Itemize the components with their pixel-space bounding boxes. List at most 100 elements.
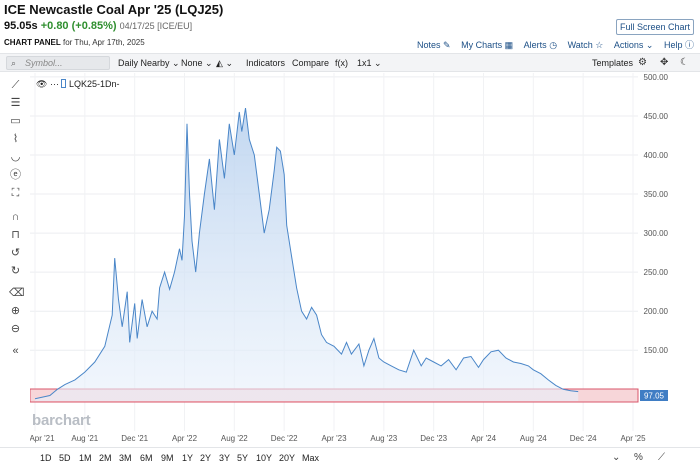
settings-gear-icon[interactable]: ⚙ — [638, 57, 647, 68]
chart-type-dropdown[interactable]: ◭ ⌄ — [216, 58, 233, 69]
redo-icon[interactable]: ↻ — [10, 265, 21, 277]
fib-tool-icon[interactable]: ☰ — [10, 97, 21, 109]
range-1d-button[interactable]: 1D — [40, 453, 52, 463]
scale-settings-icon[interactable]: ⟋ — [658, 452, 665, 463]
line-tool-icon[interactable]: ⟋ — [11, 79, 20, 91]
clock-icon: ◷ — [549, 40, 558, 50]
mountain-chart-icon: ◭ — [216, 58, 223, 68]
legend-color-swatch — [61, 79, 67, 88]
chevron-down-icon: ⌄ — [645, 40, 654, 50]
x-tick-label: Dec '24 — [570, 434, 597, 443]
overlay-dropdown[interactable]: None ⌄ — [181, 58, 213, 69]
help-icon: ⓘ — [684, 40, 694, 50]
date-range-chevron-icon[interactable]: ⌄ — [612, 452, 621, 463]
range-10y-button[interactable]: 10Y — [256, 453, 273, 463]
expand-icon[interactable]: ✥ — [660, 57, 669, 68]
watch-label: Watch — [567, 40, 593, 50]
templates-button[interactable]: Templates — [592, 58, 634, 68]
more-icon[interactable]: ··· — [49, 79, 59, 89]
full-screen-chart-button[interactable]: Full Screen Chart — [615, 19, 694, 35]
x-tick-label: Dec '23 — [420, 434, 447, 443]
range-bar: 1D 5D 1M 2M 3M 6M 9M 1Y 2Y 3Y 5Y 10Y 20Y… — [0, 447, 700, 472]
rectangle-tool-icon[interactable]: ▭ — [10, 115, 21, 127]
my-charts-link[interactable]: My Charts ▦ — [461, 40, 513, 50]
help-label: Help — [663, 40, 683, 50]
chevron-down-icon: ⌄ — [225, 58, 233, 68]
trash-icon[interactable]: ⌫ — [9, 287, 25, 299]
legend-interval: -1Dn- — [97, 79, 120, 89]
y-tick-label: 400.00 — [644, 151, 669, 160]
chart-legend: 👁 ··· LQK25-1Dn- — [36, 79, 120, 90]
percent-scale-icon[interactable]: % — [634, 452, 643, 463]
x-tick-label: Apr '25 — [620, 434, 646, 443]
last-price: 95.05s — [4, 20, 38, 32]
magnet-icon-2[interactable]: ∩ — [11, 211, 20, 223]
x-tick-label: Dec '21 — [121, 434, 148, 443]
range-9m-button[interactable]: 9M — [161, 453, 174, 463]
text-tool-icon[interactable]: ⓔ — [10, 169, 21, 181]
chart-panel-title: CHART PANEL — [4, 38, 61, 47]
legend-symbol: LQK25 — [68, 79, 98, 89]
y-tick-label: 200.00 — [644, 307, 669, 316]
range-2m-button[interactable]: 2M — [99, 453, 112, 463]
compare-button[interactable]: Compare — [292, 58, 330, 68]
panel-links: Notes ✎ My Charts ▦ Alerts ◷ Watch ☆ Act… — [409, 38, 694, 51]
symbol-placeholder: Symbol... — [25, 58, 63, 68]
notes-label: Notes — [417, 40, 441, 50]
alerts-link[interactable]: Alerts ◷ — [524, 40, 557, 50]
actions-link[interactable]: Actions ⌄ — [614, 40, 654, 50]
function-button[interactable]: f(x) — [335, 58, 348, 68]
layout-label: 1x1 — [357, 58, 372, 68]
range-3m-button[interactable]: 3M — [119, 453, 132, 463]
y-tick-label: 300.00 — [644, 229, 669, 238]
x-tick-label: Apr '24 — [471, 434, 497, 443]
eye-icon[interactable]: 👁 — [36, 79, 48, 89]
search-icon: ⌕ — [11, 58, 17, 68]
last-price-badge-text: 97.05 — [644, 392, 665, 401]
price-meta: 04/17/25 [ICE/EU] — [119, 21, 193, 31]
actions-label: Actions — [613, 40, 644, 50]
period-label: Daily Nearby — [118, 58, 170, 68]
notes-link[interactable]: Notes ✎ — [417, 40, 451, 50]
theme-moon-icon[interactable]: ☾ — [680, 57, 689, 68]
price-chart[interactable]: 150.00 200.00 250.00 300.00 350.00 400.00 450.… — [30, 73, 670, 445]
x-tick-label: Dec '22 — [271, 434, 298, 443]
price-series-line — [34, 108, 579, 400]
lock-icon[interactable]: ⊓ — [11, 229, 20, 241]
range-3y-button[interactable]: 3Y — [219, 453, 231, 463]
range-5y-button[interactable]: 5Y — [237, 453, 249, 463]
undo-icon[interactable]: ↺ — [10, 247, 21, 259]
range-1y-button[interactable]: 1Y — [182, 453, 194, 463]
page-title: ICE Newcastle Coal Apr '25 (LQJ25) — [4, 2, 224, 17]
range-max-button[interactable]: Max — [302, 453, 320, 463]
zoom-out-icon[interactable]: ⊖ — [10, 323, 21, 335]
range-5d-button[interactable]: 5D — [59, 453, 71, 463]
help-link[interactable]: Help ⓘ — [664, 40, 694, 50]
price-change: +0.80 (+0.85%) — [40, 20, 117, 32]
x-tick-label: Apr '21 — [30, 434, 55, 443]
last-price-badge — [640, 390, 668, 401]
indicators-button[interactable]: Indicators — [246, 58, 286, 68]
drawing-tools-sidebar: ⟋ ☰ ▭ ⌇ ◡ ⓔ ⛶ ∩ ⊓ ↺ ↻ ⌫ ⊕ ⊖ « — [0, 73, 30, 445]
collapse-icon[interactable]: « — [12, 345, 19, 357]
x-tick-label: Aug '23 — [370, 434, 397, 443]
range-1m-button[interactable]: 1M — [79, 453, 92, 463]
chevron-down-icon: ⌄ — [374, 58, 382, 68]
brush-tool-icon[interactable]: ⌇ — [12, 133, 19, 145]
range-20y-button[interactable]: 20Y — [279, 453, 296, 463]
zoom-in-icon[interactable]: ⊕ — [10, 305, 21, 317]
cycle-tool-icon[interactable]: ◡ — [10, 151, 21, 163]
y-tick-label: 500.00 — [644, 73, 669, 82]
magnet-icon[interactable]: ⛶ — [11, 187, 20, 199]
range-6m-button[interactable]: 6M — [140, 453, 153, 463]
chart-panel-label: CHART PANEL for Thu, Apr 17th, 2025 — [4, 38, 145, 47]
chart-panel-date: for Thu, Apr 17th, 2025 — [62, 38, 145, 47]
star-icon: ☆ — [595, 40, 604, 50]
layout-dropdown[interactable]: 1x1 ⌄ — [357, 58, 382, 69]
chart-toolbar: ⌕ Symbol... Daily Nearby ⌄ None ⌄ ◭ ⌄ In… — [0, 53, 700, 72]
symbol-search-input[interactable]: ⌕ Symbol... — [6, 56, 110, 70]
range-2y-button[interactable]: 2Y — [200, 453, 212, 463]
watch-link[interactable]: Watch ☆ — [568, 40, 604, 50]
period-dropdown[interactable]: Daily Nearby ⌄ — [118, 58, 180, 69]
my-charts-label: My Charts — [461, 40, 503, 50]
